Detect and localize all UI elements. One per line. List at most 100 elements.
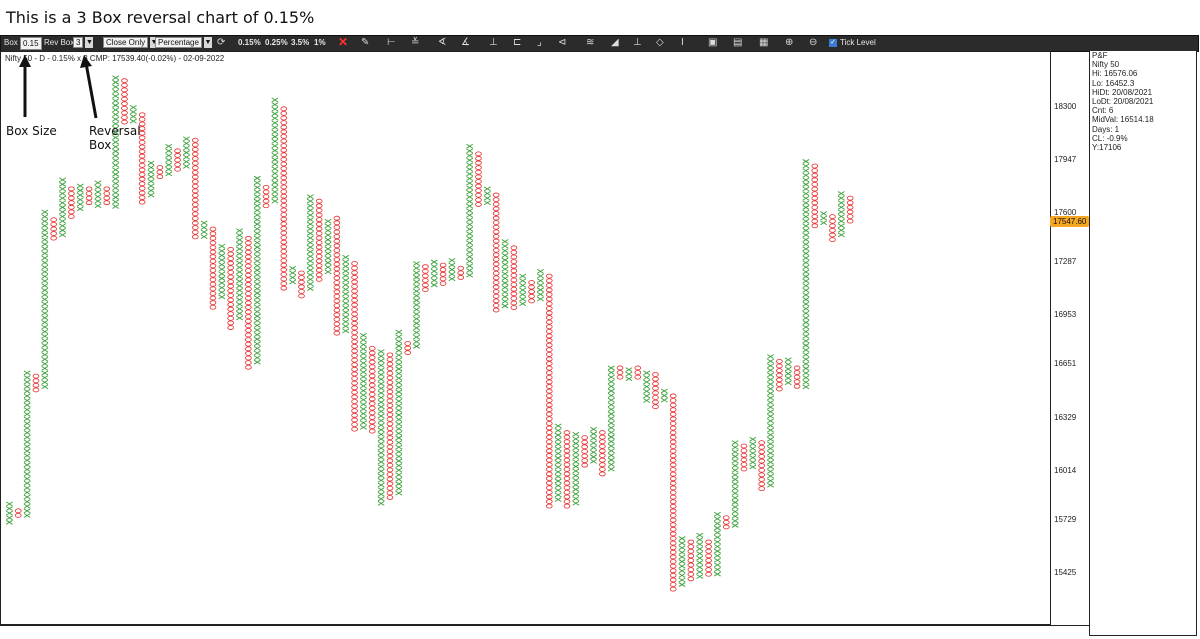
x-mark	[41, 246, 49, 252]
o-mark	[545, 379, 553, 385]
grid-icon[interactable]: ▦	[759, 37, 769, 48]
o-mark	[262, 198, 270, 204]
o-column	[156, 165, 164, 180]
o-mark	[492, 229, 500, 235]
x-mark	[731, 444, 739, 450]
x-mark	[236, 283, 243, 289]
x-mark	[802, 172, 810, 178]
reversal-box-select[interactable]: 3 ▼	[73, 37, 94, 49]
x-mark	[253, 290, 261, 296]
o-mark	[368, 364, 376, 370]
x-mark	[802, 375, 810, 381]
x-mark	[289, 275, 297, 280]
x-mark	[802, 163, 810, 169]
x-mark	[678, 577, 686, 583]
megaphone-icon[interactable]: ⊲	[558, 37, 567, 48]
x-mark	[430, 259, 438, 265]
layout-icon[interactable]: ▤	[733, 37, 743, 48]
preset-button-3[interactable]: 3.5%	[291, 38, 310, 47]
o-mark	[351, 357, 358, 363]
x-mark	[395, 338, 403, 344]
x-mark	[200, 220, 208, 226]
angle-45-alt-icon[interactable]: ∡	[461, 37, 470, 48]
x-mark	[342, 314, 350, 320]
tick-level-toggle[interactable]: ✓ Tick Level	[829, 37, 876, 49]
corner-icon[interactable]: ⌟	[537, 37, 542, 48]
o-mark	[351, 297, 358, 303]
o-mark	[811, 204, 819, 210]
x-mark	[271, 115, 279, 121]
o-mark	[457, 275, 465, 280]
x-mark	[253, 226, 261, 232]
reversal-annotation-line2: Box	[89, 138, 112, 152]
o-mark	[563, 494, 571, 500]
info-panel-line: MidVal: 16514.18	[1092, 115, 1154, 125]
o-mark	[174, 153, 181, 158]
diamond-icon[interactable]: ◇	[656, 37, 664, 48]
x-mark	[731, 477, 739, 482]
x-mark	[572, 454, 580, 460]
o-mark	[209, 272, 217, 278]
preset-button-2[interactable]: 0.25%	[265, 38, 288, 47]
vertical-line-icon[interactable]: ⊥	[489, 37, 498, 48]
x-mark	[41, 320, 49, 325]
preset-button-4[interactable]: 1%	[314, 38, 326, 47]
o-mark	[599, 457, 606, 463]
x-mark	[395, 449, 403, 455]
o-mark	[174, 157, 181, 163]
o-mark	[386, 357, 394, 362]
triangle-icon[interactable]: ◢	[611, 37, 619, 48]
o-mark	[209, 231, 217, 237]
o-mark	[191, 197, 199, 203]
x-mark	[324, 251, 332, 256]
x-mark	[837, 232, 845, 238]
o-mark	[103, 200, 111, 206]
x-mark	[324, 260, 332, 266]
text-tool-icon[interactable]: I	[681, 37, 684, 48]
o-mark	[174, 148, 181, 154]
o-mark	[351, 403, 358, 409]
x-mark	[395, 334, 403, 340]
o-mark	[705, 539, 712, 545]
o-mark	[386, 453, 394, 459]
x-mark	[607, 379, 615, 385]
o-mark	[245, 291, 252, 297]
scale-mode-select[interactable]: Percentage ▼	[155, 37, 212, 49]
parallel-lines-icon[interactable]: ≚	[411, 37, 420, 48]
o-mark	[138, 139, 146, 145]
x-mark	[395, 361, 403, 367]
x-mark	[731, 454, 739, 459]
x-mark	[572, 464, 580, 469]
x-mark	[271, 180, 279, 186]
close-icon[interactable]: ✕	[338, 35, 349, 49]
x-mark	[413, 334, 420, 340]
x-mark	[342, 264, 350, 269]
preset-button-1[interactable]: 0.15%	[238, 38, 261, 47]
refresh-icon[interactable]: ⟳	[217, 37, 226, 48]
close-mode-select[interactable]: Close Only▼	[103, 37, 159, 49]
x-mark	[253, 327, 261, 333]
zoom-out-icon[interactable]: ⊖	[809, 37, 818, 48]
x-mark	[182, 154, 190, 160]
x-mark	[501, 289, 509, 295]
x-mark	[713, 511, 721, 517]
horizontal-line-icon[interactable]: ⊢	[387, 37, 396, 48]
o-mark	[121, 87, 128, 93]
trend-channel-icon[interactable]: ≋	[586, 37, 595, 48]
o-mark	[351, 334, 358, 340]
window-icon[interactable]: ▣	[708, 37, 718, 48]
o-mark	[705, 558, 712, 563]
angle-45-icon[interactable]: ∢	[438, 37, 447, 48]
box-size-input[interactable]: 0.15	[20, 37, 42, 50]
x-mark	[253, 254, 261, 259]
o-mark	[368, 378, 376, 383]
o-mark	[669, 503, 677, 509]
x-mark	[41, 366, 49, 371]
zoom-in-icon[interactable]: ⊕	[785, 37, 794, 48]
o-mark	[793, 379, 801, 385]
edit-icon[interactable]: ✎	[361, 37, 370, 48]
x-mark	[554, 428, 562, 433]
baseline-icon[interactable]: ⊥	[633, 37, 642, 48]
o-mark	[333, 298, 341, 304]
bracket-icon[interactable]: ⊏	[513, 37, 522, 48]
